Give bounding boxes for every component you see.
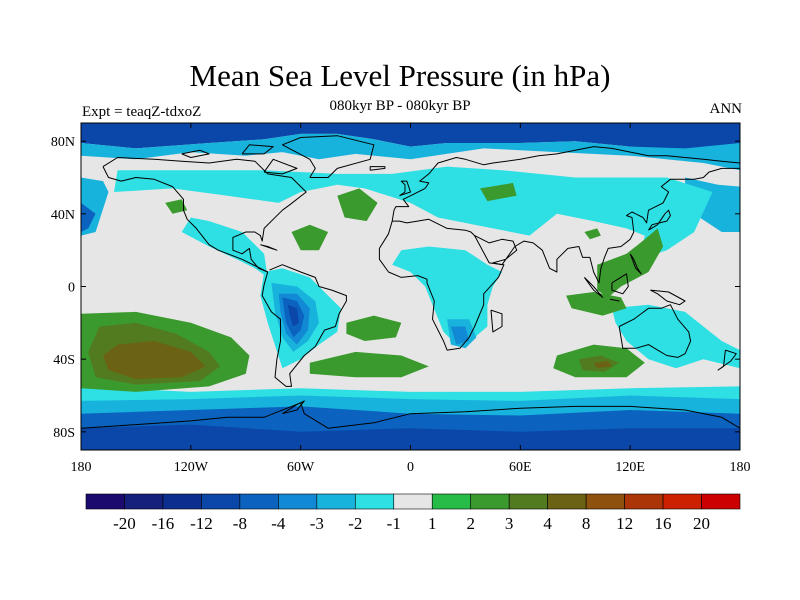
coastline-13 (611, 273, 629, 295)
coastline-12 (609, 298, 620, 302)
colorbar-swatch (162, 493, 202, 510)
contour-region-23 (309, 351, 429, 378)
y-tick-label: 40S (53, 353, 75, 368)
coastline-14 (650, 289, 686, 306)
colorbar-swatch (547, 493, 587, 510)
coastline-23 (260, 244, 278, 251)
x-tick-label: 120W (174, 460, 209, 475)
coastlines (81, 135, 740, 429)
colorbar-swatch (431, 493, 472, 510)
colorbar-label: 1 (428, 514, 437, 533)
coastline-10 (648, 209, 671, 231)
coastline-15 (629, 253, 642, 275)
colorbar-label: 20 (693, 514, 710, 533)
coastline-0 (102, 157, 307, 273)
coastline-20 (263, 158, 298, 175)
contour-region-7 (392, 246, 502, 345)
colorbar-swatch (624, 493, 664, 510)
contour-region-34 (480, 182, 517, 202)
colorbar-swatch (393, 493, 433, 510)
map-subtitle: 080kyr BP - 080kyr BP (329, 98, 471, 114)
contour-region-14 (287, 304, 299, 327)
contour-region-15 (611, 304, 740, 369)
contour-region-24 (346, 315, 402, 341)
x-tick-label: 60E (509, 460, 532, 475)
coastline-18 (81, 402, 740, 429)
colorbar-label: -4 (271, 514, 286, 533)
colorbar-label: -12 (190, 514, 213, 533)
contour-region-3 (81, 202, 96, 232)
contour-region-6 (181, 217, 268, 278)
coastline-4 (378, 218, 505, 351)
coastline-11 (583, 277, 604, 298)
contour-region-1 (81, 133, 740, 171)
colorbar-label: -20 (113, 514, 136, 533)
colorbar-swatch (316, 493, 356, 510)
y-tick-label: 40N (51, 208, 75, 223)
experiment-label: Expt = teaqZ-tdxoZ (82, 104, 202, 120)
coastline-9 (369, 166, 386, 171)
colorbar-swatch (239, 493, 279, 510)
map-title: Mean Sea Level Pressure (in hPa) (189, 58, 611, 93)
colorbar-swatch (278, 493, 318, 510)
x-tick-label: 120E (615, 460, 645, 475)
colorbar-label: -8 (233, 514, 247, 533)
contour-region-9 (450, 326, 470, 345)
coastline-17 (717, 349, 737, 371)
coastline-3 (281, 135, 375, 178)
coastline-16 (490, 309, 503, 333)
contour-region-22 (103, 341, 206, 380)
contour-region-33 (584, 228, 601, 240)
coastline-2 (102, 166, 268, 273)
colorbar-label: -2 (348, 514, 362, 533)
coastline-22 (241, 144, 274, 155)
x-tick-label: 180 (71, 460, 92, 475)
coastline-1 (261, 264, 347, 387)
x-tick-label: 0 (407, 460, 414, 475)
colorbar-swatch (470, 493, 510, 510)
colorbar-label: 8 (582, 514, 591, 533)
colorbar-label: -3 (310, 514, 324, 533)
contour-region-32 (165, 199, 188, 214)
colorbar-label: 12 (616, 514, 633, 533)
colorbar-swatch (124, 493, 164, 510)
contour-region-27 (593, 361, 612, 369)
coastline-6 (474, 167, 740, 284)
colorbar-label: -16 (152, 514, 175, 533)
contour-region-31 (337, 188, 378, 222)
contour-region-30 (291, 224, 329, 251)
coastline-21 (181, 149, 210, 158)
colorbar: -20 -16 -12 -8 -4 -3 -2 -1 1 2 3 4 8 12 16 20 (85, 493, 741, 533)
contour-region-0 (81, 123, 740, 154)
colorbar-swatch (508, 493, 548, 510)
x-tick-label: 180 (730, 460, 751, 475)
coastline-8 (399, 180, 411, 197)
colorbar-swatch (201, 493, 241, 510)
y-tick-label: 80N (51, 135, 75, 150)
colorbar-label: -1 (387, 514, 401, 533)
coastline-5 (391, 146, 740, 222)
x-tick-label: 60W (287, 460, 315, 475)
colorbar-label: 3 (505, 514, 514, 533)
colorbar-swatch (85, 493, 125, 510)
coastline-19 (282, 400, 305, 415)
colorbar-swatch (585, 493, 625, 510)
colorbar-swatch (701, 493, 741, 510)
coastline-7 (618, 304, 692, 358)
y-tick-label: 80S (53, 426, 75, 441)
colorbar-label: 16 (655, 514, 672, 533)
season-label: ANN (709, 101, 743, 117)
map-axes: 180 120W 60W 0 60E 120E 180 80N 40N 0 40S 80S (51, 123, 751, 475)
colorbar-label: 2 (466, 514, 475, 533)
y-tick-label: 0 (68, 281, 75, 296)
map-field (81, 123, 740, 450)
colorbar-label: 4 (543, 514, 552, 533)
contour-region-29 (597, 228, 664, 298)
colorbar-swatch (662, 493, 702, 510)
contour-region-28 (566, 292, 627, 316)
contour-region-19 (81, 424, 740, 450)
contour-region-5 (114, 166, 713, 260)
colorbar-swatch (354, 493, 395, 510)
